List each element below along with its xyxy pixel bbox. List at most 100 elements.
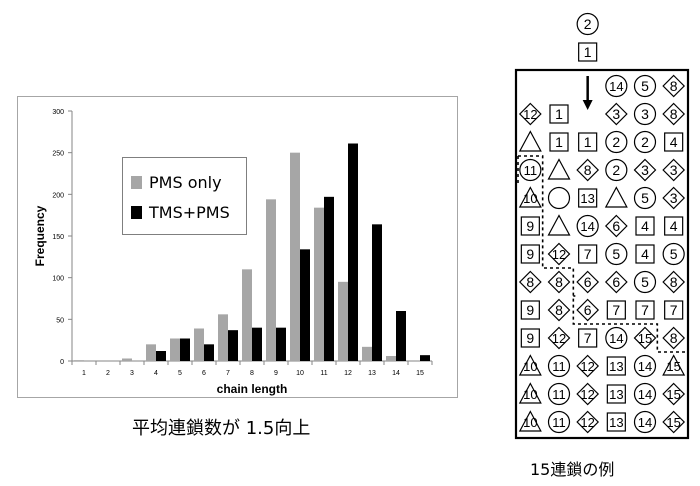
bar-pms-only-4 [146,344,156,361]
triangle-shape [547,214,571,236]
triangle-shape [518,410,542,432]
piece-number: 5 [670,246,678,262]
bar-tms-pms-14 [396,311,406,361]
board-piece: 13 [606,384,626,404]
legend-entry-tms-pms: TMS+PMS [131,202,230,222]
board-piece: 14 [576,214,599,238]
x-tick-label: 12 [344,370,352,377]
square-shape [635,244,655,264]
piece-number: 12 [580,387,594,402]
bar-tms-pms-11 [324,196,334,361]
board-piece: 7 [635,300,655,320]
board-piece: 5 [633,270,657,294]
board-piece: 8 [662,74,686,98]
x-tick-label: 14 [392,370,400,377]
piece-number: 12 [523,107,537,122]
piece-number: 2 [612,134,620,150]
piece-number: 14 [609,79,623,94]
diamond-shape [633,326,657,350]
piece-number: 8 [670,274,678,290]
circle-shape [633,382,657,406]
circle-shape [662,242,685,266]
piece-number: 11 [552,415,566,430]
circle-shape [633,130,657,154]
bar-tms-pms-6 [204,344,214,361]
board-piece: 6 [576,270,600,294]
board-piece: 11 [547,382,571,406]
piece-number: 2 [584,16,592,32]
board-piece: 4 [635,216,655,236]
diamond-shape [662,102,686,126]
board-piece [547,186,571,210]
bar-pms-only-9 [266,199,276,361]
square-shape [520,300,540,320]
bar-pms-only-7 [218,314,228,361]
circle-shape [605,242,628,266]
diamond-shape [518,270,542,294]
board-piece: 8 [576,158,600,182]
x-axis-title: chain length [217,382,288,396]
piece-number: 1 [555,106,563,122]
piece-number: 5 [641,190,649,206]
piece-number: 10 [523,415,537,430]
board-piece: 1 [549,132,569,152]
board-piece: 8 [662,102,686,126]
diamond-shape [662,382,686,406]
piece-number: 13 [609,415,623,430]
piece-number: 15 [638,331,652,346]
board-piece: 9 [520,216,540,236]
piece-number: 12 [552,247,566,262]
piece-number: 15 [666,359,680,374]
square-shape [520,244,540,264]
circle-shape [633,410,657,434]
board-piece: 2 [605,158,628,182]
board-piece: 7 [578,328,598,348]
board-piece: 13 [578,188,598,208]
triangle-shape [518,186,542,208]
board-piece: 3 [633,158,657,182]
circle-shape [547,382,571,406]
square-shape [520,328,540,348]
board-piece: 5 [662,242,685,266]
bar-pms-only-12 [338,281,348,361]
piece-number: 14 [580,219,594,234]
piece-number: 14 [638,359,652,374]
triangle-shape [547,158,571,180]
board-piece: 4 [635,244,655,264]
piece-number: 5 [612,246,620,262]
piece-number: 8 [526,274,534,290]
board-piece: 4 [664,216,684,236]
chart-caption: 平均連鎖数が 1.5向上 [132,418,311,439]
bar-tms-pms-4 [156,351,166,361]
board-piece: 15 [633,326,657,350]
piece-number: 13 [580,191,594,206]
board-piece: 15 [662,354,686,376]
board-piece: 11 [547,354,571,378]
x-tick-label: 11 [320,370,327,377]
square-shape [664,300,684,320]
diamond-shape [518,102,542,126]
board-piece: 14 [633,382,657,406]
piece-number: 11 [552,359,566,374]
x-tick-label: 4 [154,370,158,377]
diamond-shape [576,270,600,294]
board-piece: 1 [578,132,598,152]
triangle-shape [604,186,628,208]
piece-number: 7 [584,246,592,262]
square-shape [606,412,626,432]
bar-pms-only-3 [122,358,132,361]
board-piece: 2 [605,130,628,154]
piece-number: 3 [670,190,678,206]
board-piece [547,158,571,180]
piece-number: 4 [670,218,678,234]
piece-number: 6 [584,302,592,318]
board-piece: 13 [606,412,626,432]
board-piece: 14 [633,410,657,434]
piece-number: 5 [641,274,649,290]
board-piece: 3 [662,186,686,210]
square-shape [578,244,598,264]
legend-label-pms-only: PMS only [149,172,222,192]
circle-shape [576,12,599,36]
board-piece: 7 [578,244,598,264]
bar-tms-pms-12 [348,143,358,361]
